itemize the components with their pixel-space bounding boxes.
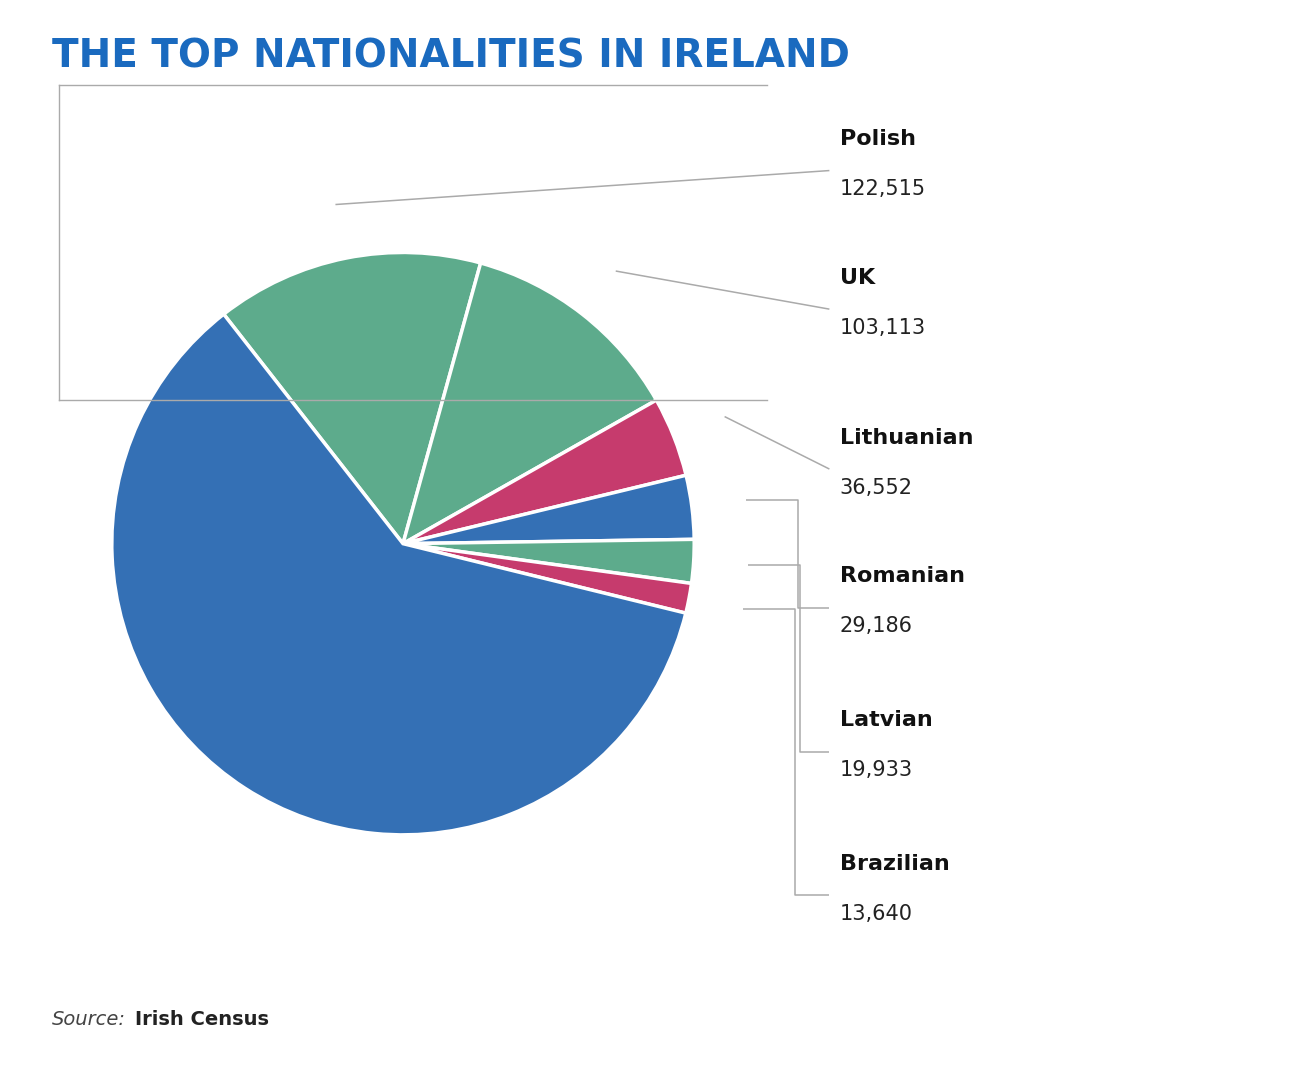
Text: 36,552: 36,552: [840, 478, 913, 498]
Text: Lithuanian: Lithuanian: [840, 427, 974, 448]
Text: 13,640: 13,640: [840, 904, 913, 924]
Text: Latvian: Latvian: [840, 710, 932, 730]
Text: 29,186: 29,186: [840, 616, 913, 636]
Text: Source:: Source:: [52, 1010, 126, 1029]
Text: Polish: Polish: [840, 129, 915, 149]
Wedge shape: [112, 314, 686, 835]
Wedge shape: [403, 475, 694, 544]
Wedge shape: [403, 400, 686, 544]
Text: 122,515: 122,515: [840, 179, 926, 199]
Text: Irish Census: Irish Census: [135, 1010, 269, 1029]
Wedge shape: [224, 253, 481, 544]
Wedge shape: [403, 544, 692, 613]
Text: 103,113: 103,113: [840, 318, 926, 338]
Text: THE TOP NATIONALITIES IN IRELAND: THE TOP NATIONALITIES IN IRELAND: [52, 37, 850, 76]
Wedge shape: [403, 263, 656, 544]
Text: Romanian: Romanian: [840, 566, 965, 586]
Text: Brazilian: Brazilian: [840, 854, 949, 874]
Text: 19,933: 19,933: [840, 760, 913, 780]
Wedge shape: [403, 539, 694, 583]
Text: UK: UK: [840, 268, 875, 288]
